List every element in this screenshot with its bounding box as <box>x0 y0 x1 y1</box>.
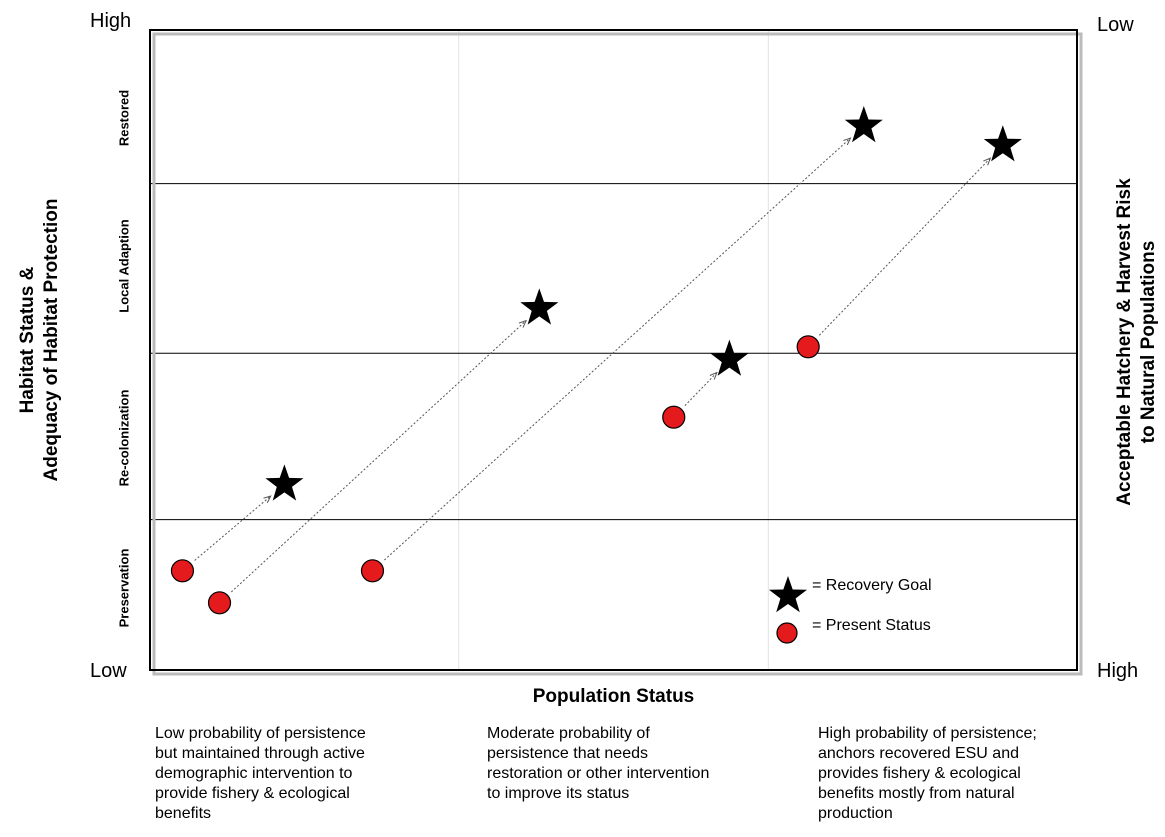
description-high-line: production <box>818 805 893 822</box>
plot-frame-shadow <box>152 32 1083 676</box>
description-low-line: Low probability of persistence <box>155 725 366 742</box>
band-label-recolonization: Re-colonization <box>116 389 132 487</box>
description-moderate-line: restoration or other intervention <box>487 765 710 782</box>
recovery-goal-star <box>710 339 749 376</box>
y-axis-label: Habitat Status & Adequacy of Habitat Pro… <box>16 199 64 482</box>
present-status-point <box>360 559 385 583</box>
corner-top-left-label: High <box>90 10 132 32</box>
description-moderate: Moderate probability of persistence that… <box>487 724 709 804</box>
x-axis-label: Population Status <box>532 686 695 707</box>
description-moderate-line: persistence that needs <box>487 745 648 762</box>
description-low-line: benefits <box>155 805 212 822</box>
band-label-preservation: Preservation <box>116 548 132 628</box>
present-status-point <box>662 405 686 429</box>
description-high-line: benefits mostly from natural <box>818 785 1015 802</box>
trajectory-arrow <box>194 496 271 561</box>
y-axis-label-line-1: Habitat Status & <box>17 266 38 414</box>
trajectory-arrow <box>684 373 717 407</box>
trajectory-arrow <box>230 321 526 593</box>
description-moderate-line: to improve its status <box>487 785 630 802</box>
y-axis-label-line-2: Adequacy of Habitat Protection <box>41 198 62 482</box>
band-label-local-adaption: Local Adaption <box>116 219 132 313</box>
description-low-line: demographic intervention to <box>155 765 353 782</box>
recovery-goal-star <box>983 125 1022 162</box>
trajectory-arrow <box>818 158 990 336</box>
y2-axis-label: Acceptable Hatchery & Harvest Risk to Na… <box>1113 178 1161 505</box>
present-status-point <box>170 559 195 583</box>
description-low-line: provide fishery & ecological <box>155 785 350 802</box>
present-status-point <box>207 591 232 615</box>
description-low: Low probability of persistence but maint… <box>155 724 366 824</box>
description-high-line: High probability of persistence; <box>818 725 1037 742</box>
description-high-line: provides fishery & ecological <box>818 765 1021 782</box>
y2-axis-label-line-1: Acceptable Hatchery & Harvest Risk <box>1114 178 1135 506</box>
legend-circle-symbol <box>776 622 798 644</box>
description-high: High probability of persistence; anchors… <box>818 724 1037 824</box>
recovery-goal-star <box>265 464 304 501</box>
description-low-line: but maintained through active <box>155 745 365 762</box>
plot-frame <box>149 29 1078 671</box>
description-moderate-line: Moderate probability of <box>487 725 650 742</box>
legend-star-symbol <box>769 576 807 613</box>
trajectory-arrow <box>384 138 850 561</box>
legend-recovery-goal-label: = Recovery Goal <box>812 577 932 594</box>
present-status-point <box>796 335 820 359</box>
legend-present-status-label: = Present Status <box>812 617 931 634</box>
recovery-goal-star <box>844 106 883 143</box>
band-label-restored: Restored <box>116 89 132 147</box>
description-high-line: anchors recovered ESU and <box>818 745 1019 762</box>
y2-axis-label-line-2: to Natural Populations <box>1138 240 1159 444</box>
recovery-goal-star <box>520 288 559 325</box>
corner-bottom-right-label: High <box>1097 660 1139 682</box>
corner-bottom-left-label: Low <box>90 660 127 682</box>
corner-top-right-label: Low <box>1097 14 1134 36</box>
